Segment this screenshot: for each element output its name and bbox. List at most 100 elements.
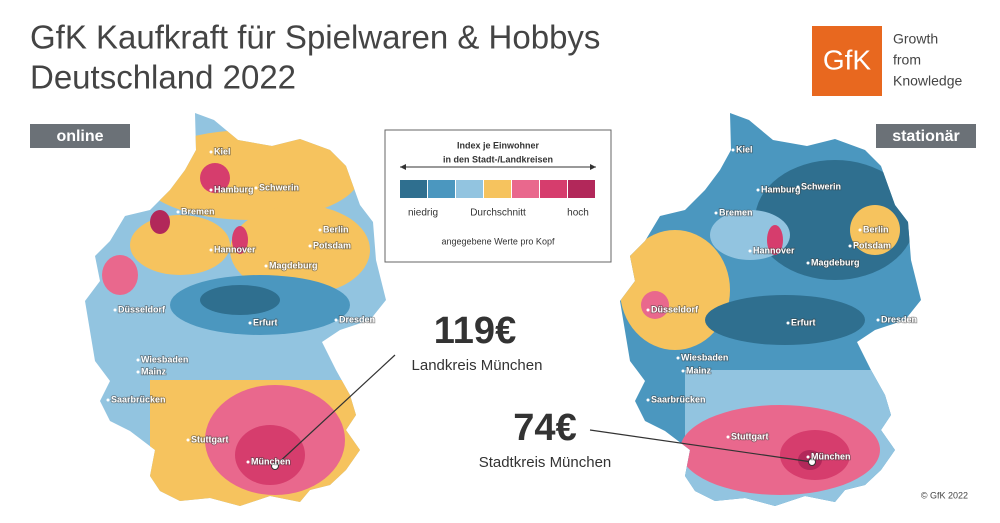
city-dot <box>113 308 117 312</box>
legend-note: angegebene Werte pro Kopf <box>442 236 555 246</box>
city-dot <box>646 308 650 312</box>
city-dot <box>176 210 180 214</box>
city-dot <box>726 435 730 439</box>
city-label: Magdeburg <box>269 260 318 270</box>
city-dot <box>136 370 140 374</box>
city-label: Stuttgart <box>731 431 769 441</box>
legend-title: Index je Einwohner <box>457 140 540 150</box>
map-online <box>85 113 386 506</box>
legend-swatch <box>512 180 539 198</box>
city-dot <box>186 438 190 442</box>
city-label: Berlin <box>323 224 349 234</box>
map-label: online <box>56 128 103 145</box>
legend-swatches <box>400 180 595 198</box>
copyright: © GfK 2022 <box>921 490 968 500</box>
city-dot <box>248 321 252 325</box>
city-label: Potsdam <box>853 240 891 250</box>
city-label: Mainz <box>686 365 712 375</box>
city-label: Hannover <box>214 244 256 254</box>
city-dot <box>646 398 650 402</box>
city-dot <box>858 228 862 232</box>
title-line: GfK Kaufkraft für Spielwaren & Hobbys <box>30 19 600 56</box>
city-label: Dresden <box>339 314 375 324</box>
map-label-box <box>30 124 130 148</box>
leader-dot <box>808 458 816 466</box>
city-dot <box>786 321 790 325</box>
city-label: München <box>251 456 291 466</box>
city-label: Hannover <box>753 245 795 255</box>
city-label: Dresden <box>881 314 917 324</box>
city-label: Schwerin <box>801 181 841 191</box>
city-dot <box>334 318 338 322</box>
map-label: stationär <box>892 128 960 145</box>
city-label: Düsseldorf <box>118 304 166 314</box>
city-dot <box>848 244 852 248</box>
leader-dot <box>271 462 279 470</box>
city-dot <box>714 211 718 215</box>
legend-label: hoch <box>567 208 589 219</box>
city-label: Bremen <box>181 206 215 216</box>
legend-label: niedrig <box>408 208 438 219</box>
annotation-value: 119€ <box>434 310 516 352</box>
logo-tagline: Knowledge <box>893 73 962 89</box>
city-label: Wiesbaden <box>141 354 188 364</box>
city-label: Bremen <box>719 207 753 217</box>
city-dot <box>748 249 752 253</box>
city-label: Kiel <box>736 144 753 154</box>
leader-line <box>274 354 396 467</box>
leader-line <box>589 429 813 463</box>
city-dot <box>681 369 685 373</box>
city-dot <box>254 186 258 190</box>
legend-swatch <box>456 180 483 198</box>
legend-swatch <box>428 180 455 198</box>
logo-mark: GfK <box>823 44 872 75</box>
city-dot <box>676 356 680 360</box>
logo-tagline: Growth <box>893 31 938 47</box>
annotation-label: Landkreis München <box>412 357 543 374</box>
city-label: Stuttgart <box>191 434 229 444</box>
city-label: Berlin <box>863 224 889 234</box>
city-label: Mainz <box>141 366 167 376</box>
legend-swatch <box>568 180 595 198</box>
city-dot <box>246 460 250 464</box>
city-label: München <box>811 451 851 461</box>
city-dot <box>106 398 110 402</box>
logo-box <box>812 26 882 96</box>
city-dot <box>136 358 140 362</box>
city-dot <box>796 185 800 189</box>
city-dot <box>209 248 213 252</box>
city-label: Hamburg <box>761 184 801 194</box>
city-dot <box>876 318 880 322</box>
annotation-value: 74€ <box>513 407 576 449</box>
map-label-box <box>876 124 976 148</box>
city-dot <box>806 261 810 265</box>
legend-title: in den Stadt-/Landkreisen <box>443 154 553 164</box>
logo-tagline: from <box>893 52 921 68</box>
legend-swatch <box>540 180 567 198</box>
city-label: Wiesbaden <box>681 352 728 362</box>
city-dot <box>209 150 213 154</box>
city-dot <box>731 148 735 152</box>
city-dot <box>308 244 312 248</box>
city-label: Hamburg <box>214 184 254 194</box>
city-dot <box>806 455 810 459</box>
city-label: Magdeburg <box>811 257 860 267</box>
title-line: Deutschland 2022 <box>30 59 296 96</box>
city-label: Kiel <box>214 146 231 156</box>
city-label: Düsseldorf <box>651 304 699 314</box>
annotation-label: Stadtkreis München <box>479 454 612 471</box>
city-label: Erfurt <box>791 317 816 327</box>
city-label: Saarbrücken <box>111 394 166 404</box>
city-label: Schwerin <box>259 182 299 192</box>
city-dot <box>756 188 760 192</box>
city-label: Saarbrücken <box>651 394 706 404</box>
city-label: Erfurt <box>253 317 278 327</box>
city-dot <box>318 228 322 232</box>
legend-swatch <box>400 180 427 198</box>
city-dot <box>264 264 268 268</box>
city-label: Potsdam <box>313 240 351 250</box>
legend-swatch <box>484 180 511 198</box>
